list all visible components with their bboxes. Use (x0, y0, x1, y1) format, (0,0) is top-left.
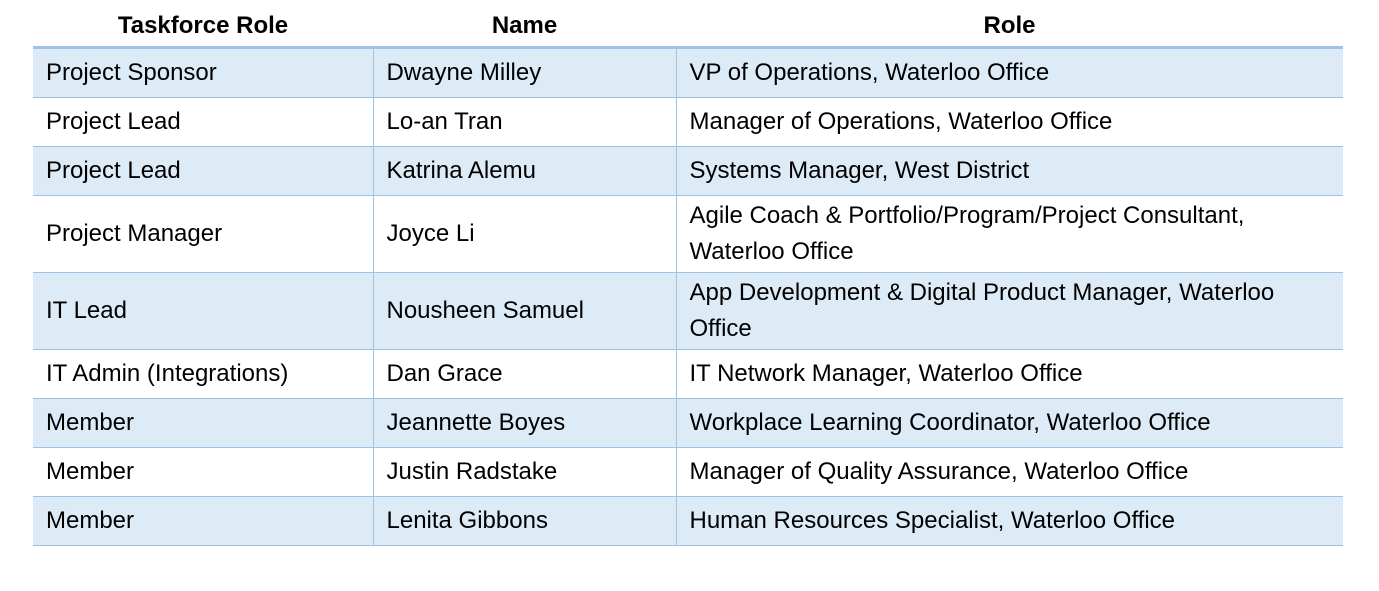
table-header: Taskforce Role Name Role (33, 8, 1343, 49)
table-cell: Joyce Li (372, 195, 676, 273)
table-cell: Manager of Quality Assurance, Waterloo O… (675, 447, 1343, 497)
table-cell: Member (33, 447, 373, 497)
table-cell: Member (33, 496, 373, 546)
header-cell: Name (373, 8, 676, 49)
header-row: Taskforce Role Name Role (33, 8, 1343, 49)
table-cell: Jeannette Boyes (372, 398, 676, 448)
table-body: Project Sponsor Dwayne Milley VP of Operat… (33, 47, 1343, 546)
table-cell: Dwayne Milley (372, 47, 676, 98)
table-cell: IT Network Manager, Waterloo Office (675, 349, 1343, 399)
table-row: Project Sponsor Dwayne Milley VP of Operat… (33, 47, 1343, 98)
table-cell: Project Lead (33, 146, 373, 196)
table-cell: Nousheen Samuel (372, 272, 676, 350)
table-cell: Project Manager (33, 195, 373, 273)
table-row: IT Lead Nousheen Samuel App Development & … (33, 272, 1343, 350)
table-cell: IT Lead (33, 272, 373, 350)
table-cell: Project Sponsor (33, 47, 373, 98)
table-cell: Lo-an Tran (372, 97, 676, 147)
table-cell: Katrina Alemu (372, 146, 676, 196)
table-row: Member Justin Radstake Manager of Quality … (33, 447, 1343, 497)
table-cell: Lenita Gibbons (372, 496, 676, 546)
table-cell: Dan Grace (372, 349, 676, 399)
table-row: Member Jeannette Boyes Workplace Learning … (33, 398, 1343, 448)
table-row: IT Admin (Integrations) Dan Grace IT Netwo… (33, 349, 1343, 399)
table-cell: VP of Operations, Waterloo Office (675, 47, 1343, 98)
table-cell: Workplace Learning Coordinator, Waterloo… (675, 398, 1343, 448)
table-row: Project Manager Joyce Li Agile Coach & Por… (33, 195, 1343, 273)
table-row: Project Lead Katrina Alemu Systems Manager… (33, 146, 1343, 196)
table-cell: Member (33, 398, 373, 448)
table-cell: Manager of Operations, Waterloo Office (675, 97, 1343, 147)
table-cell: Agile Coach & Portfolio/Program/Project … (675, 195, 1343, 273)
table-cell: App Development & Digital Product Manage… (675, 272, 1343, 350)
taskforce-table: Taskforce Role Name Role Project Sponsor… (33, 8, 1343, 546)
table-cell: Justin Radstake (372, 447, 676, 497)
header-cell: Taskforce Role (33, 8, 373, 49)
table-cell: Systems Manager, West District (675, 146, 1343, 196)
header-cell: Role (676, 8, 1343, 49)
table-row: Project Lead Lo-an Tran Manager of Operati… (33, 97, 1343, 147)
table-cell: Project Lead (33, 97, 373, 147)
table-cell: Human Resources Specialist, Waterloo Off… (675, 496, 1343, 546)
table-row: Member Lenita Gibbons Human Resources Spec… (33, 496, 1343, 546)
table-cell: IT Admin (Integrations) (33, 349, 373, 399)
